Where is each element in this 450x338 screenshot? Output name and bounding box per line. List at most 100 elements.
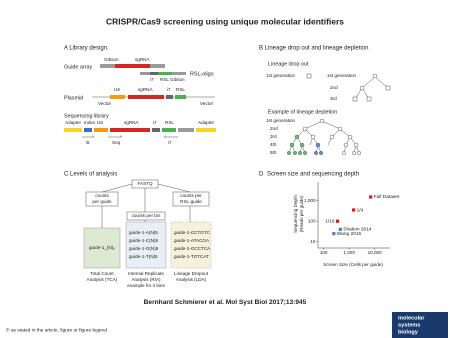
tree-edges [288,120,360,154]
y-tick-label: 10 [310,239,316,244]
x-tick-label: 10,000 [368,250,382,255]
panel-d: D Screen size and sequencing depth Scree… [259,172,400,268]
point-label: Wang 2015 [337,231,362,237]
cell [366,96,372,102]
generation-label: 1st generation [266,73,296,78]
box-label: guide-1-GCCTCA [174,246,211,251]
citation: Bernhard Schmierer et al. Mol Syst Biol … [144,299,307,306]
cell [315,142,321,148]
caption: Internal Replicate [128,271,164,276]
box-label: guide-1-T(N)5 [129,254,158,259]
segment [175,95,186,99]
segment [115,64,150,68]
panel-a: A Library design. Guide array Gibson sgR… [64,46,216,145]
result-box [170,221,212,269]
cell [306,73,312,79]
cell [294,134,300,140]
cell [289,142,295,148]
cell [337,126,343,132]
box-label: counts [95,193,109,198]
segment-label: RSL [165,120,174,125]
segment-label: Adapter [65,120,82,125]
row-label: Sequencing library [64,113,109,119]
cell [329,134,335,140]
caption: Lineage Dropout [174,271,209,276]
segment-label: i7 [167,87,171,92]
segment [140,72,150,75]
y-tick-label: 1,000 [304,198,316,203]
y-tick-label: 100 [308,218,316,223]
box-label: counts per [180,193,202,198]
segment-label: RSL Gibson [160,77,185,82]
box [126,211,166,221]
cell [293,150,298,155]
segment-label: Index [84,120,96,125]
box-label: guide-1_(N)₆ [89,245,115,250]
box-label: guide-1-A(N)5 [129,230,158,235]
segment-label: RSL [176,87,185,92]
primer-label: Seq [112,140,121,145]
segment-label: sgRNA [138,87,153,92]
segment [162,128,176,132]
result-box [83,227,121,269]
logo [392,312,448,338]
segment-label: sgRNA [124,120,139,125]
segment [178,128,194,132]
segment [100,64,115,68]
logo-text: biology [398,329,419,335]
generation-label: 2nd [330,85,338,90]
cell [299,142,305,148]
point-label: 1/4 [357,207,364,213]
segment-label: i7 [153,120,157,125]
primer-arrows [82,135,178,138]
subtitle: Lineage drop out [268,61,309,67]
point-label: Shalem 2014 [343,227,372,233]
box [172,191,210,207]
cell [319,150,324,155]
segment [110,95,125,99]
caption: Analysis (RIA) [131,277,161,282]
cell [352,96,358,102]
point [352,208,356,212]
box [85,191,119,207]
box-label: guide-1-C(N)5 [129,238,159,243]
segment-label: Adapter [198,120,215,125]
generation-label: 1st generation [266,118,296,123]
generation-label: 3rd [330,96,337,101]
cell [341,150,347,156]
cell [347,134,353,140]
segment [84,128,92,132]
x-axis-label: Screen Size (Cells per guide) [323,262,383,267]
generation-label: 3rd [270,134,277,139]
cell [385,85,391,91]
tree-edges [354,76,389,100]
result-box [125,221,167,269]
point [369,195,373,199]
logo-text: molecular [398,315,425,321]
segment [150,72,158,75]
cell [319,118,325,124]
box-label: guide-1-TGTCAT [174,254,209,259]
segment-label: Vector [98,101,111,106]
box-label: guide-1-CCTGTC [174,230,211,235]
cell [302,126,308,132]
row-label: Plasmid [64,95,83,101]
generation-label: 5th [270,150,277,155]
x-tick-label: 1,000 [343,250,355,255]
segment [110,128,150,132]
y-axis-label: (Reads per guide) [299,195,304,232]
box-label: FASTQ [137,181,152,186]
segment [64,128,82,132]
flow-arrows [101,183,191,228]
cell [314,150,319,155]
primer-label: i5 [86,140,90,145]
box-label: guide-1-G(N)5 [129,246,159,251]
cell [359,85,365,91]
footer: © as stated in the article, figure or fi… [6,326,107,333]
segment [172,72,186,75]
panel-label: C Levels of analysis [64,172,117,178]
box-label: counts per bin [132,213,161,218]
panel-label: D [259,172,264,178]
cell [353,142,359,148]
